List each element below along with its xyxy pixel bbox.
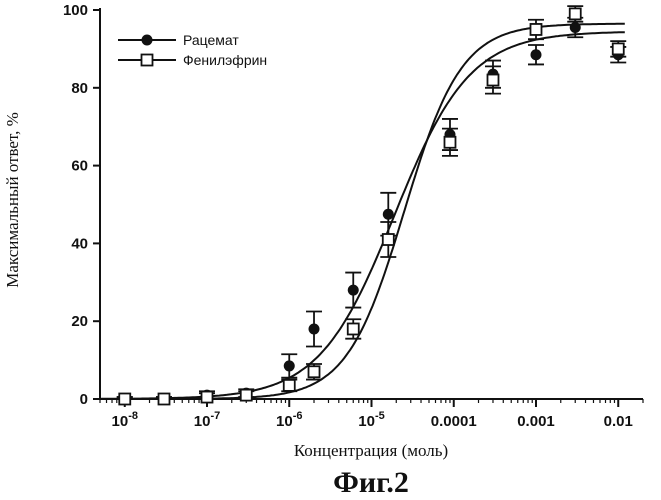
legend-marker-open-square bbox=[142, 55, 153, 66]
legend-item-racemate: Рацемат bbox=[118, 32, 239, 48]
legend: Рацемат Фенилэфрин bbox=[118, 32, 267, 68]
point-phenylephrine bbox=[613, 43, 624, 54]
y-tick-label: 60 bbox=[71, 158, 88, 175]
x-tick-label: 10-8 bbox=[112, 410, 138, 430]
point-phenylephrine bbox=[159, 394, 170, 405]
fit-curve-phenylephrine bbox=[100, 24, 625, 399]
point-phenylephrine bbox=[383, 234, 394, 245]
point-racemate bbox=[570, 22, 581, 33]
legend-label-racemate: Рацемат bbox=[183, 32, 239, 48]
y-tick-label: 40 bbox=[71, 235, 88, 252]
point-phenylephrine bbox=[241, 390, 252, 401]
legend-label-phenylephrine: Фенилэфрин bbox=[183, 52, 267, 68]
y-tick-label: 80 bbox=[71, 80, 88, 97]
figure-caption: Фиг.2 bbox=[333, 466, 409, 499]
point-racemate bbox=[530, 49, 541, 60]
y-tick-label: 20 bbox=[71, 313, 88, 330]
point-phenylephrine bbox=[348, 323, 359, 334]
x-tick-label: 10-7 bbox=[194, 410, 220, 430]
point-racemate bbox=[284, 360, 295, 371]
x-tick-label: 0.0001 bbox=[431, 413, 477, 430]
point-racemate bbox=[383, 209, 394, 220]
x-tick-label: 0.01 bbox=[604, 413, 633, 430]
point-phenylephrine bbox=[309, 366, 320, 377]
point-phenylephrine bbox=[570, 8, 581, 19]
x-tick-label: 10-6 bbox=[276, 410, 302, 430]
legend-item-phenylephrine: Фенилэфрин bbox=[118, 52, 267, 68]
x-tick-label: 0.001 bbox=[517, 413, 555, 430]
point-phenylephrine bbox=[487, 75, 498, 86]
point-phenylephrine bbox=[444, 137, 455, 148]
y-axis-title: Максимальный ответ, % bbox=[3, 112, 22, 288]
point-racemate bbox=[309, 323, 320, 334]
point-phenylephrine bbox=[119, 394, 130, 405]
point-racemate bbox=[348, 285, 359, 296]
point-phenylephrine bbox=[530, 24, 541, 35]
point-phenylephrine bbox=[284, 380, 295, 391]
y-tick-label: 0 bbox=[80, 391, 88, 408]
x-tick-label: 10-5 bbox=[358, 410, 384, 430]
x-axis-title: Концентрация (моль) bbox=[294, 441, 448, 460]
point-phenylephrine bbox=[202, 392, 213, 403]
fit-curve-racemate bbox=[100, 32, 625, 399]
y-tick-label: 100 bbox=[63, 2, 88, 19]
legend-marker-filled-circle bbox=[142, 35, 153, 46]
